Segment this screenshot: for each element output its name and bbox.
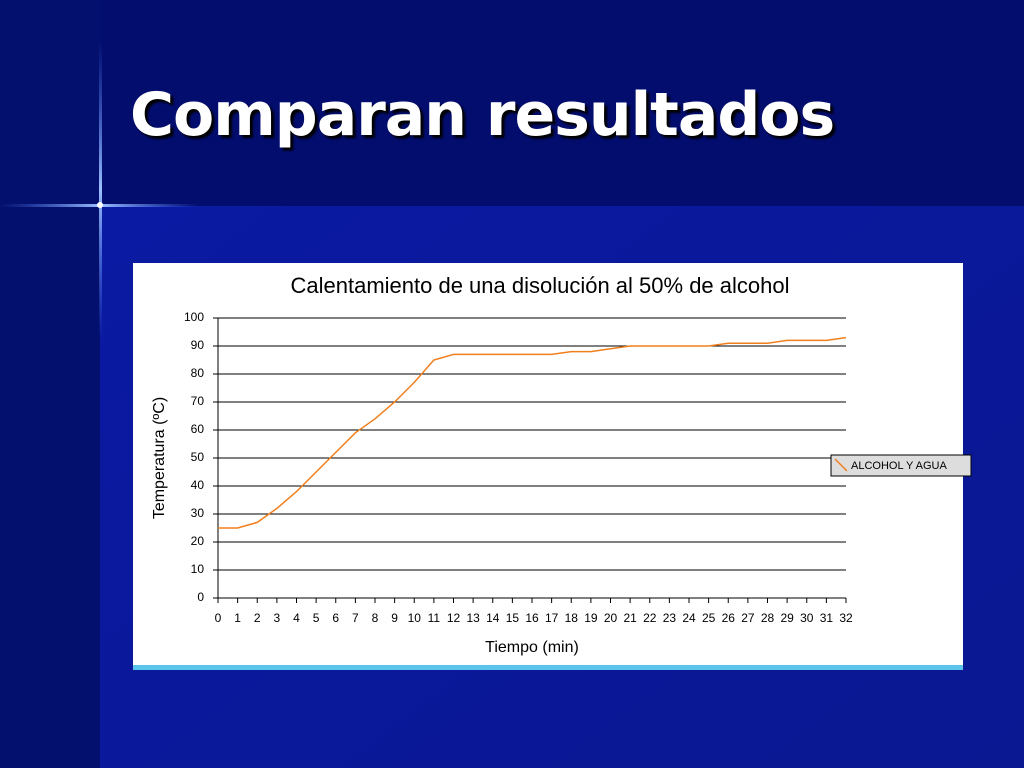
y-tick-label: 20 <box>191 534 205 548</box>
x-tick-label: 16 <box>525 611 539 625</box>
x-tick-label: 8 <box>372 611 379 625</box>
y-tick-label: 100 <box>184 310 204 324</box>
y-tick-label: 0 <box>197 590 204 604</box>
x-tick-label: 3 <box>274 611 281 625</box>
x-tick-label: 24 <box>682 611 696 625</box>
legend-box <box>830 454 972 477</box>
chart-border <box>133 665 963 670</box>
x-tick-label: 11 <box>428 611 441 625</box>
x-tick-label: 12 <box>447 611 461 625</box>
y-axis-label: Temperatura (ºC) <box>151 397 168 519</box>
legend-label: ALCOHOL Y AGUA <box>851 460 947 472</box>
x-tick-label: 4 <box>293 611 300 625</box>
x-tick-label: 20 <box>604 611 618 625</box>
x-axis-label: Tiempo (min) <box>485 639 579 656</box>
y-tick-label: 10 <box>191 562 205 576</box>
slide-title: Comparan resultados <box>130 80 835 150</box>
x-tick-label: 1 <box>234 611 241 625</box>
y-tick-label: 80 <box>191 366 205 380</box>
x-tick-label: 9 <box>391 611 398 625</box>
x-tick-label: 28 <box>761 611 775 625</box>
x-tick-label: 19 <box>584 611 598 625</box>
x-tick-label: 30 <box>800 611 814 625</box>
legend-swatch <box>834 458 848 472</box>
x-tick-label: 15 <box>506 611 520 625</box>
x-tick-label: 25 <box>702 611 716 625</box>
y-tick-label: 30 <box>191 506 205 520</box>
chart-title: Calentamiento de una disolución al 50% d… <box>290 273 789 298</box>
x-tick-label: 18 <box>565 611 579 625</box>
x-tick-label: 5 <box>313 611 320 625</box>
x-tick-label: 10 <box>408 611 422 625</box>
x-tick-label: 31 <box>820 611 834 625</box>
chart-area <box>133 263 963 670</box>
x-tick-label: 0 <box>215 611 222 625</box>
x-tick-label: 2 <box>254 611 261 625</box>
x-tick-label: 6 <box>332 611 339 625</box>
x-tick-label: 17 <box>545 611 559 625</box>
x-tick-label: 14 <box>486 611 500 625</box>
y-tick-label: 40 <box>191 478 205 492</box>
data-line <box>218 336 847 529</box>
y-tick-label: 60 <box>191 422 205 436</box>
x-tick-label: 13 <box>466 611 480 625</box>
y-tick-label: 90 <box>191 338 205 352</box>
x-tick-label: 21 <box>623 611 637 625</box>
x-tick-label: 23 <box>663 611 677 625</box>
x-tick-label: 29 <box>780 611 794 625</box>
x-tick-label: 26 <box>722 611 736 625</box>
x-tick-label: 22 <box>643 611 657 625</box>
x-tick-label: 7 <box>352 611 359 625</box>
x-tick-label: 27 <box>741 611 755 625</box>
y-tick-label: 50 <box>191 450 205 464</box>
y-tick-label: 70 <box>191 394 205 408</box>
x-tick-label: 32 <box>839 611 853 625</box>
